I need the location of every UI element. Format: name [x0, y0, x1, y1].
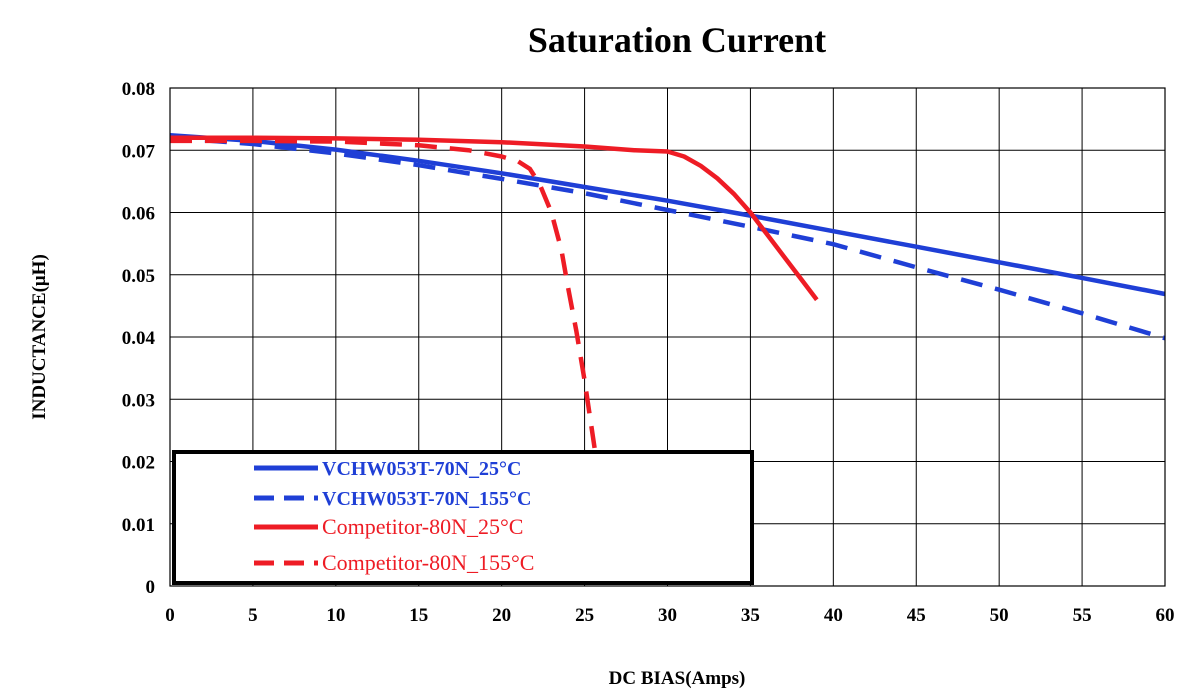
x-tick-label: 0 [165, 605, 175, 626]
series-line-2 [169, 135, 1166, 341]
x-tick-label: 55 [1073, 605, 1092, 626]
y-tick-label: 0.01 [122, 515, 155, 536]
x-axis-title: DC BIAS(Amps) [609, 668, 746, 689]
y-tick-label: 0.02 [122, 453, 155, 474]
legend-label: VCHW053T-70N_25°C [322, 458, 522, 480]
y-tick-label: 0.05 [122, 266, 155, 287]
tick-labels: 0 5 10 15 20 25 30 35 40 45 50 55 60 0 0.01 0.02 0.03 0.0… [122, 79, 1175, 626]
x-tick-label: 25 [575, 605, 594, 626]
x-tick-label: 50 [990, 605, 1009, 626]
y-tick-label: 0 [146, 577, 156, 598]
series-line-1 [169, 133, 1166, 297]
legend-label: Competitor-80N_25°C [322, 514, 523, 539]
legend-label: Competitor-80N_155°C [322, 550, 534, 575]
x-tick-label: 45 [907, 605, 926, 626]
y-tick-label: 0.08 [122, 79, 155, 100]
chart-title: Saturation Current [528, 20, 826, 60]
y-tick-label: 0.06 [122, 204, 155, 225]
x-tick-label: 35 [741, 605, 760, 626]
y-tick-label: 0.03 [122, 390, 155, 411]
y-axis-title: INDUCTANCE(μH) [29, 254, 50, 420]
plot-frame [169, 87, 1166, 587]
y-tick-label: 0.07 [122, 141, 156, 162]
legend-label: VCHW053T-70N_155°C [322, 488, 532, 510]
x-tick-label: 60 [1156, 605, 1175, 626]
x-tick-label: 40 [824, 605, 843, 626]
x-tick-label: 20 [492, 605, 511, 626]
x-tick-label: 10 [326, 605, 345, 626]
x-tick-label: 30 [658, 605, 677, 626]
series-line-3 [170, 135, 819, 302]
x-tick-label: 5 [248, 605, 258, 626]
legend: VCHW053T-70N_25°C VCHW053T-70N_155°C Compe… [172, 450, 754, 585]
series-lines [169, 133, 1166, 556]
x-tick-label: 15 [409, 605, 428, 626]
series-line-4 [170, 138, 609, 556]
y-tick-label: 0.04 [122, 328, 156, 349]
